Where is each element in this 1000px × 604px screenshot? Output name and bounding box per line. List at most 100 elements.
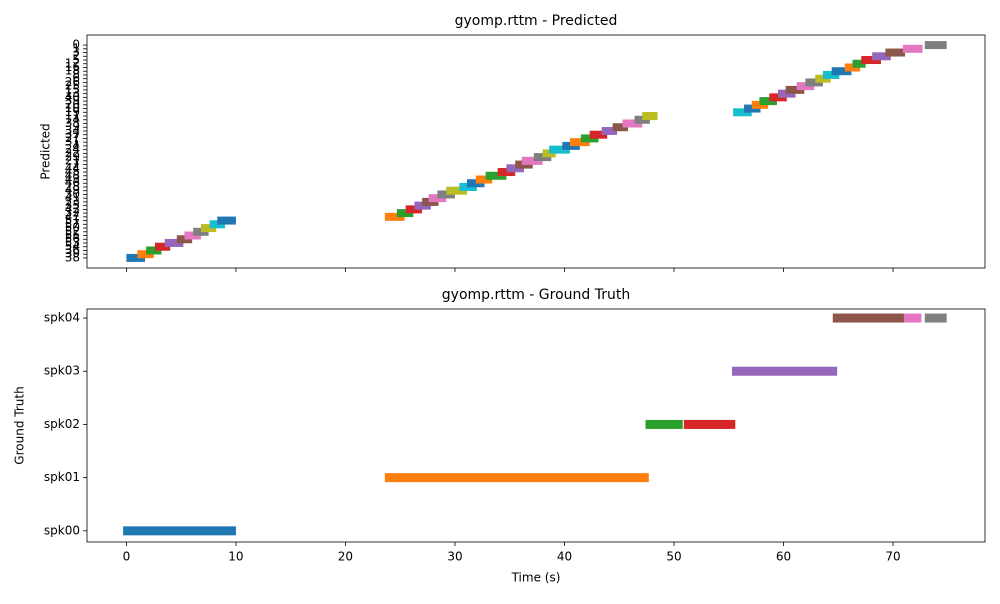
segment xyxy=(446,186,468,195)
segment xyxy=(622,119,643,128)
x-tick-label: 30 xyxy=(447,550,462,564)
y-tick-label: 19 xyxy=(65,105,80,119)
segment xyxy=(485,171,507,180)
segment xyxy=(569,138,590,147)
segment xyxy=(123,526,236,536)
y-tick-label: 21 xyxy=(65,153,80,167)
y-tick-label: 29 xyxy=(65,150,80,164)
segment xyxy=(831,67,852,76)
y-tick-label: 46 xyxy=(65,176,80,190)
y-tick-label: 54 xyxy=(65,239,80,253)
x-tick-label: 50 xyxy=(666,550,681,564)
axes-frame xyxy=(86,308,986,543)
y-tick-label: 48 xyxy=(65,168,80,182)
y-tick-label: 4 xyxy=(72,138,80,152)
segment xyxy=(217,216,236,225)
y-tick-label: spk03 xyxy=(44,364,80,378)
y-tick-label: 2 xyxy=(72,49,80,63)
y-tick-label: 16 xyxy=(65,60,80,74)
y-tick-label: spk02 xyxy=(44,417,80,431)
y-tick-label: 40 xyxy=(65,90,80,104)
y-tick-label: 25 xyxy=(65,79,80,93)
y-tick-label: 33 xyxy=(65,116,80,130)
x-tick-label: 10 xyxy=(228,550,243,564)
y-tick-label: 0 xyxy=(72,38,80,52)
y-tick-label: 8 xyxy=(72,67,80,81)
x-tick-label: 70 xyxy=(885,550,900,564)
segment xyxy=(924,41,947,50)
segment xyxy=(852,59,866,68)
y-tick-label: spk04 xyxy=(44,311,80,325)
y-tick-label: 24 xyxy=(65,142,80,156)
y-tick-label: 11 xyxy=(65,109,80,123)
y-tick-label: 37 xyxy=(65,127,80,141)
segment xyxy=(642,112,658,121)
segment xyxy=(785,85,805,94)
y-tick-label: 20 xyxy=(65,97,80,111)
y-tick-label: 52 xyxy=(65,224,80,238)
x-tick-label: 0 xyxy=(123,550,131,564)
segment xyxy=(384,212,405,221)
segment xyxy=(885,48,906,57)
segment xyxy=(589,130,608,139)
y-tick-label: 43 xyxy=(65,172,80,186)
segment xyxy=(396,209,414,218)
segment xyxy=(805,78,823,87)
y-tick-label: 39 xyxy=(65,94,80,108)
x-axis-label: Time (s) xyxy=(511,571,561,585)
y-tick-label: 56 xyxy=(65,232,80,246)
y-tick-label: 51 xyxy=(65,213,80,227)
segment xyxy=(759,97,777,106)
y-tick-label: 44 xyxy=(65,161,80,175)
y-tick-label: 47 xyxy=(65,209,80,223)
segment xyxy=(612,123,628,132)
y-tick-label: 14 xyxy=(65,112,80,126)
y-tick-label: 50 xyxy=(65,221,80,235)
y-tick-label: 42 xyxy=(65,202,80,216)
y-tick-label: 22 xyxy=(65,146,80,160)
y-tick-label: 36 xyxy=(65,243,80,257)
segment xyxy=(405,205,423,214)
segment xyxy=(200,224,217,233)
segment xyxy=(733,108,752,117)
axes-frame xyxy=(86,34,986,269)
y-tick-label: spk00 xyxy=(44,523,80,537)
y-tick-label: spk01 xyxy=(44,470,80,484)
y-tick-label: 49 xyxy=(65,183,80,197)
segment xyxy=(832,313,904,323)
y-axis-label: Predicted xyxy=(39,123,53,179)
segment xyxy=(902,44,923,53)
y-tick-label: 38 xyxy=(65,250,80,264)
y-tick-label: 26 xyxy=(65,75,80,89)
x-tick-label: 40 xyxy=(557,550,572,564)
segment xyxy=(732,366,838,376)
segment xyxy=(521,156,543,165)
y-tick-label: 53 xyxy=(65,235,80,249)
y-tick-label: 5 xyxy=(72,53,80,67)
y-tick-label: 3 xyxy=(72,45,80,59)
segment xyxy=(164,238,184,247)
segment xyxy=(154,242,171,251)
y-tick-label: 12 xyxy=(65,56,80,70)
subplot-title: gyomp.rttm - Predicted xyxy=(455,13,618,29)
y-tick-label: 34 xyxy=(65,123,80,137)
y-tick-label: 23 xyxy=(65,194,80,208)
segment xyxy=(683,419,736,429)
subplot-title: gyomp.rttm - Ground Truth xyxy=(442,287,630,303)
y-tick-label: 39 xyxy=(65,247,80,261)
y-tick-label: 10 xyxy=(65,101,80,115)
y-tick-label: 9 xyxy=(72,120,80,134)
y-tick-label: 27 xyxy=(65,131,80,145)
y-tick-label: 18 xyxy=(65,64,80,78)
y-tick-label: 28 xyxy=(65,179,80,193)
y-tick-label: 13 xyxy=(65,86,80,100)
segment xyxy=(601,126,618,135)
y-tick-label: 32 xyxy=(65,206,80,220)
y-tick-label: 45 xyxy=(65,165,80,179)
segment xyxy=(645,419,683,429)
segment xyxy=(861,56,881,65)
segment xyxy=(475,175,493,184)
y-tick-label: 55 xyxy=(65,228,80,242)
y-tick-label: 7 xyxy=(72,157,80,171)
